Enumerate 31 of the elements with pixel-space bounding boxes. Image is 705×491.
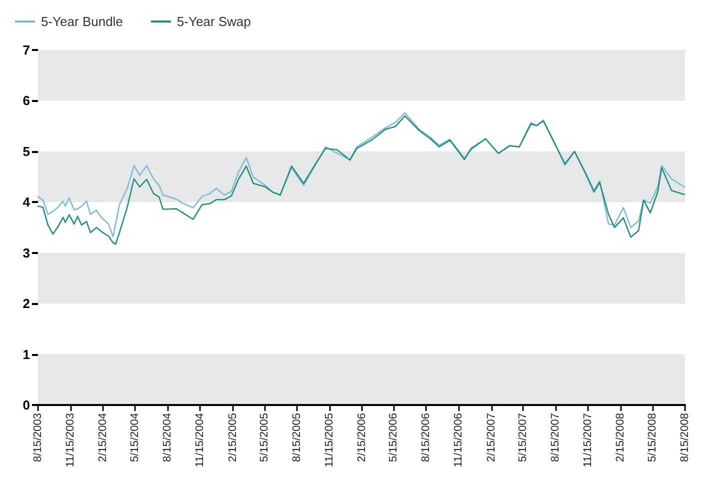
x-tick-label: 8/15/2007 bbox=[549, 413, 562, 462]
x-tick-label: 5/15/2007 bbox=[516, 413, 529, 462]
x-tick-label: 2/15/2007 bbox=[485, 413, 498, 462]
x-tick-label: 2/15/2008 bbox=[614, 413, 627, 462]
x-tick-label: 8/15/2005 bbox=[290, 413, 303, 462]
legend-label: 5-Year Swap bbox=[176, 14, 251, 29]
y-tick-label: 1 bbox=[22, 346, 30, 362]
x-tick-label: 8/15/2004 bbox=[162, 413, 174, 462]
x-tick-label: 11/15/2003 bbox=[64, 413, 77, 468]
x-tick-label: 5/15/2008 bbox=[646, 413, 658, 462]
y-tick-label: 7 bbox=[22, 42, 30, 58]
x-tick-label: 2/15/2006 bbox=[356, 413, 368, 462]
y-tick-label: 0 bbox=[22, 398, 30, 412]
x-tick-label: 8/15/2008 bbox=[679, 413, 691, 462]
x-tick-label: 11/15/2004 bbox=[194, 413, 206, 468]
x-tick-label: 8/15/2006 bbox=[420, 413, 432, 462]
x-tick-label: 2/15/2004 bbox=[97, 413, 110, 462]
x-tick-label: 11/15/2005 bbox=[323, 413, 336, 468]
x-tick-label: 2/15/2005 bbox=[226, 413, 239, 462]
y-tick-label: 6 bbox=[22, 93, 30, 108]
x-tick-label: 5/15/2005 bbox=[258, 413, 270, 462]
y-tick-label: 4 bbox=[22, 194, 31, 210]
y-tick-label: 2 bbox=[22, 296, 30, 312]
y-tick-label: 3 bbox=[22, 245, 30, 260]
x-tick-label: 8/15/2003 bbox=[32, 413, 44, 462]
x-tick-label: 11/15/2007 bbox=[582, 413, 594, 468]
legend-label: 5-Year Bundle bbox=[41, 14, 123, 29]
y-tick-label: 5 bbox=[22, 144, 30, 159]
x-tick-label: 5/15/2004 bbox=[129, 413, 142, 462]
x-tick-label: 5/15/2006 bbox=[388, 413, 400, 462]
x-tick-label: 11/15/2006 bbox=[452, 413, 465, 468]
